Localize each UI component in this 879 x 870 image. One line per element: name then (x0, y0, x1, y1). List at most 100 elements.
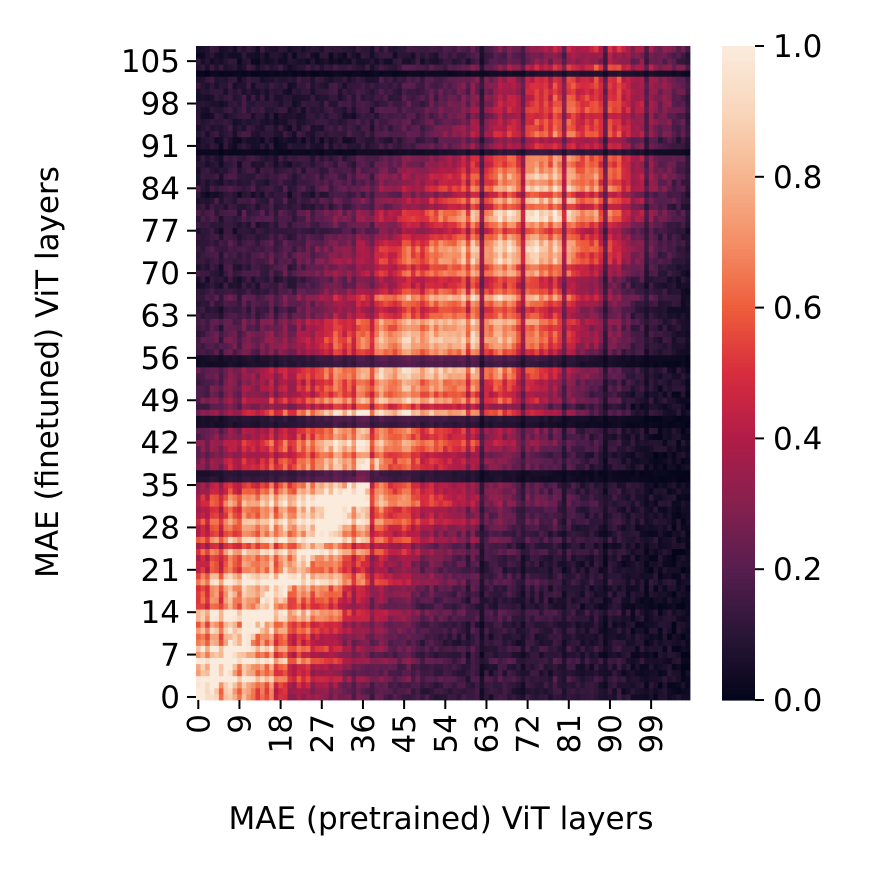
heatmap-cell (301, 475, 307, 483)
heatmap-cell (310, 506, 316, 513)
heatmap-cell (287, 633, 293, 640)
heatmap-cell (662, 603, 668, 610)
heatmap-cell (383, 591, 389, 598)
heatmap-cell (401, 445, 407, 453)
heatmap-cell (456, 591, 462, 598)
heatmap-cell (621, 669, 627, 677)
heatmap-cell (324, 542, 330, 550)
heatmap-cell (378, 554, 384, 562)
heatmap-cell (228, 687, 233, 695)
heatmap-cell (520, 439, 526, 447)
heatmap-cell (580, 439, 586, 447)
heatmap-cell (333, 500, 339, 507)
heatmap-cell (406, 524, 412, 531)
heatmap-cell (557, 633, 563, 640)
heatmap-cell (424, 482, 430, 489)
heatmap-cell (250, 693, 256, 701)
heatmap-cell (465, 530, 471, 537)
heatmap-cell (429, 512, 435, 519)
heatmap-cell (351, 687, 357, 695)
heatmap-cell (685, 603, 691, 610)
heatmap-cell (429, 693, 435, 701)
heatmap-cell (507, 609, 513, 616)
heatmap-cell (346, 421, 352, 428)
heatmap-cell (539, 675, 545, 683)
heatmap-cell (333, 433, 339, 441)
heatmap-cell (461, 578, 467, 586)
heatmap-cell (612, 524, 618, 531)
heatmap-cell (657, 591, 663, 598)
heatmap-cell (378, 451, 384, 459)
heatmap-cell (616, 687, 622, 695)
heatmap-cell (397, 645, 403, 652)
heatmap-cell (429, 469, 435, 477)
heatmap-cell (511, 615, 517, 622)
heatmap-cell (543, 615, 549, 622)
heatmap-cell (653, 433, 659, 441)
heatmap-cell (571, 693, 577, 701)
heatmap-cell (548, 421, 554, 428)
heatmap-cell (314, 615, 320, 622)
heatmap-cell (346, 572, 352, 580)
heatmap-cell (278, 675, 284, 683)
heatmap-cell (415, 463, 421, 471)
heatmap-cell (287, 469, 293, 477)
heatmap-cell (639, 439, 645, 447)
heatmap-cell (324, 621, 330, 628)
heatmap-cell (278, 681, 284, 689)
heatmap-cell (218, 482, 224, 489)
heatmap-cell (543, 494, 549, 501)
heatmap-cell (424, 603, 430, 610)
heatmap-cell (470, 645, 476, 652)
heatmap-cell (635, 566, 641, 574)
heatmap-cell (539, 482, 545, 489)
heatmap-cell (369, 681, 375, 689)
heatmap-cell (566, 500, 572, 507)
heatmap-cell (525, 657, 531, 665)
heatmap-cell (447, 433, 453, 441)
heatmap-cell (493, 687, 499, 695)
heatmap-cell (273, 627, 279, 634)
heatmap-cell (205, 591, 211, 598)
heatmap-cell (255, 445, 261, 453)
heatmap-cell (218, 633, 224, 640)
heatmap-cell (378, 578, 384, 586)
heatmap-cell (401, 627, 407, 634)
heatmap-cell (671, 475, 677, 483)
heatmap-cell (516, 451, 522, 459)
heatmap-cell (461, 524, 467, 531)
heatmap-cell (383, 609, 389, 616)
heatmap-cell (369, 657, 375, 665)
heatmap-cell (635, 693, 641, 701)
heatmap-cell (438, 488, 444, 495)
heatmap-cell (415, 675, 421, 683)
heatmap-cell (287, 451, 293, 459)
heatmap-cell (644, 518, 650, 525)
heatmap-cell (250, 427, 256, 434)
heatmap-cell (662, 445, 668, 453)
heatmap-cell (607, 578, 613, 586)
heatmap-cell (260, 542, 266, 550)
heatmap-cell (196, 572, 201, 580)
heatmap-cell (420, 639, 426, 646)
heatmap-cell (539, 627, 545, 634)
heatmap-cell (301, 681, 307, 689)
heatmap-cell (539, 427, 545, 434)
heatmap-cell (539, 530, 545, 537)
heatmap-cell (516, 506, 522, 513)
heatmap-cell (228, 427, 233, 434)
heatmap-cell (200, 578, 206, 586)
heatmap-cell (548, 494, 554, 501)
heatmap-cell (557, 463, 563, 471)
heatmap-cell (461, 566, 467, 574)
heatmap-cell (470, 591, 476, 598)
heatmap-cell (447, 524, 453, 531)
heatmap-cell (497, 609, 503, 616)
heatmap-cell (337, 524, 343, 531)
heatmap-cell (616, 512, 622, 519)
heatmap-cell (360, 621, 366, 628)
heatmap-cell (388, 560, 394, 568)
heatmap-cell (196, 488, 201, 495)
heatmap-cell (621, 627, 627, 634)
heatmap-cell (566, 457, 572, 465)
